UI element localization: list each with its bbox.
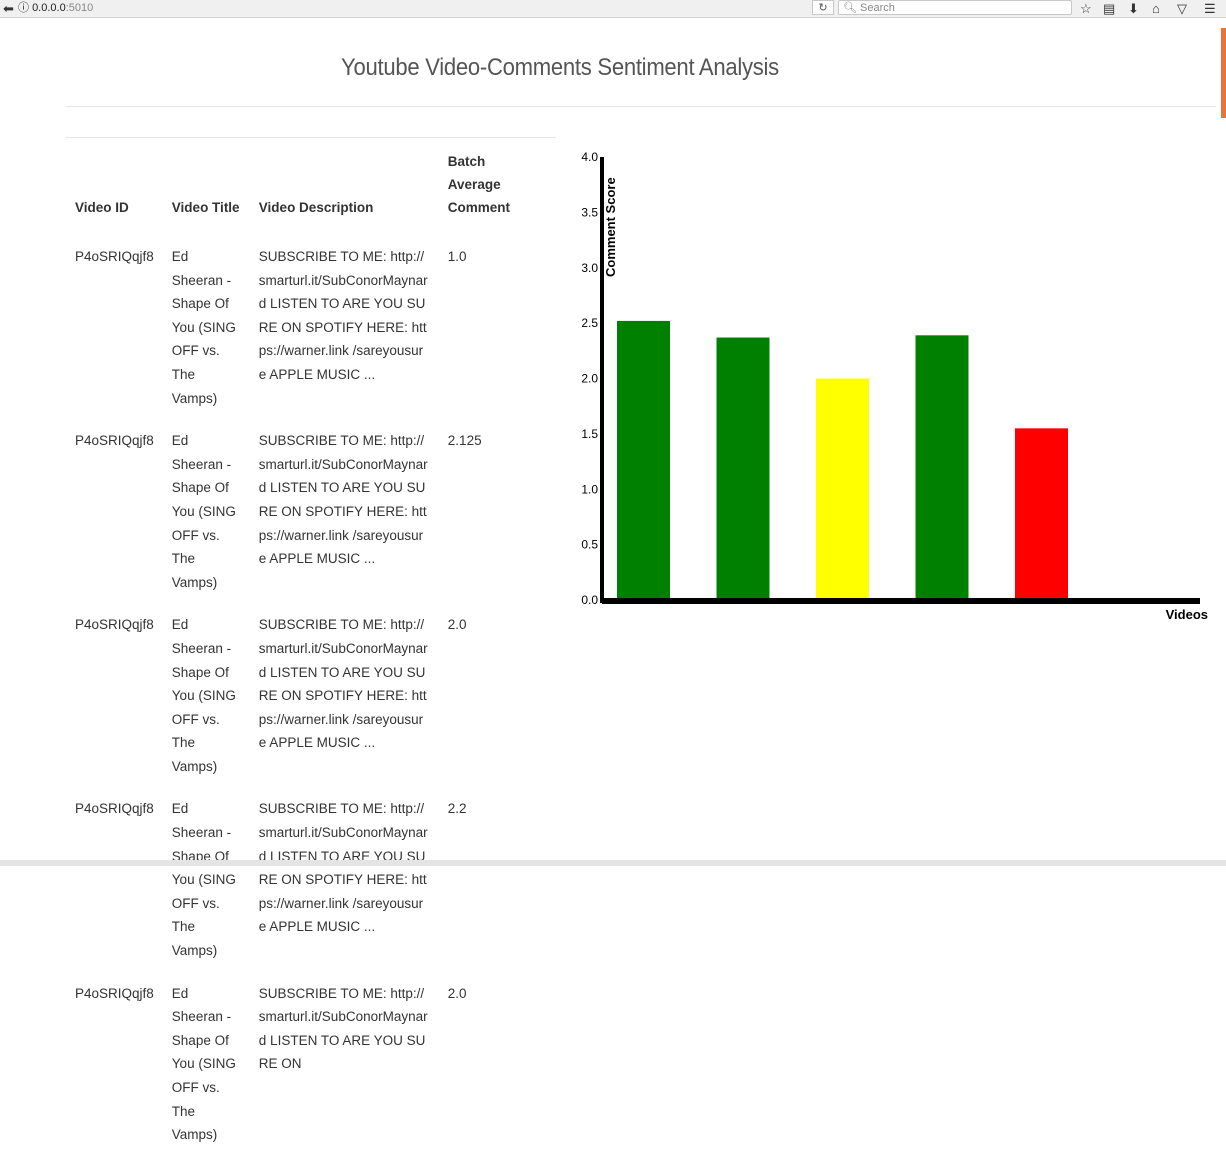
header-batch-average-comment: Batch Average Comment [447, 154, 511, 215]
cell-score: 2.0 [447, 985, 467, 1001]
scrollbar-thumb[interactable] [1221, 28, 1226, 118]
url-bar[interactable]: ⓘ 0.0.0.0:5010 [18, 0, 93, 16]
bookmark-star-icon[interactable]: ☆ [1080, 1, 1092, 16]
y-tick-label: 3.0 [581, 261, 598, 275]
cell-video-title: Ed Sheeran - Shape Of You (SING OFF vs. … [171, 617, 236, 774]
table-row: P4oSRIQqjf8 Ed Sheeran - Shape Of You (S… [66, 245, 547, 429]
table-row: P4oSRIQqjf8 Ed Sheeran - Shape Of You (S… [66, 797, 547, 981]
bar [816, 378, 869, 600]
y-axis-label: Comment Score [603, 177, 618, 277]
bar [1015, 428, 1068, 600]
cell-video-id: P4oSRIQqjf8 [75, 433, 154, 449]
y-tick-label: 2.0 [581, 372, 598, 386]
y-tick-label: 3.5 [581, 205, 598, 219]
bar [915, 335, 969, 600]
sentiment-bar-chart: 0.0 0.5 1.0 1.5 2.0 2.5 3.0 3.5 4.0 Comment Scor… [581, 150, 1208, 622]
cell-video-title: Ed Sheeran - Shape Of You (SING OFF vs. … [171, 249, 236, 406]
reading-list-icon[interactable]: ▤ [1103, 1, 1116, 16]
table-header-row: Video ID Video Title Video Description B… [66, 150, 547, 245]
home-icon[interactable]: ⌂ [1152, 1, 1160, 16]
bar [617, 320, 670, 600]
header-video-title: Video Title [171, 200, 240, 215]
cell-video-description: SUBSCRIBE TO ME: http://smarturl.it/SubC… [258, 801, 428, 935]
cell-video-id: P4oSRIQqjf8 [75, 985, 154, 1001]
header-video-description: Video Description [258, 200, 374, 215]
pocket-icon[interactable]: ▽ [1177, 1, 1187, 16]
y-tick-label: 0.0 [581, 593, 598, 607]
bar [716, 337, 770, 600]
download-icon[interactable]: ⬇ [1128, 1, 1139, 16]
cell-video-id: P4oSRIQqjf8 [75, 617, 154, 633]
y-tick-labels: 0.0 0.5 1.0 1.5 2.0 2.5 3.0 3.5 4.0 [581, 150, 598, 607]
y-tick-label: 1.0 [581, 482, 598, 496]
search-input[interactable]: 🔍︎ Search [838, 0, 1072, 15]
cell-video-description: SUBSCRIBE TO ME: http://smarturl.it/SubC… [258, 433, 428, 567]
url-port: :5010 [65, 2, 94, 14]
horizontal-scrollbar[interactable] [0, 860, 1226, 866]
y-tick-label: 1.5 [581, 427, 598, 441]
y-tick-label: 4.0 [581, 150, 598, 164]
videos-table: Video ID Video Title Video Description B… [66, 150, 547, 1166]
table-top-divider [66, 137, 556, 138]
cell-video-title: Ed Sheeran - Shape Of You (SING OFF vs. … [171, 985, 236, 1143]
info-icon[interactable]: ⓘ [18, 2, 29, 14]
cell-video-description: SUBSCRIBE TO ME: http://smarturl.it/SubC… [258, 617, 428, 751]
title-divider [66, 106, 1216, 107]
url-host: 0.0.0.0 [32, 2, 66, 14]
cell-score: 2.2 [447, 801, 467, 817]
cell-video-id: P4oSRIQqjf8 [75, 249, 154, 264]
reload-icon[interactable]: ↻ [812, 0, 834, 15]
table-row: P4oSRIQqjf8 Ed Sheeran - Shape Of You (S… [66, 613, 547, 797]
search-placeholder: Search [860, 2, 895, 14]
cell-video-description: SUBSCRIBE TO ME: http://smarturl.it/SubC… [258, 249, 428, 382]
header-video-id: Video ID [75, 200, 129, 215]
x-axis-label: Videos [1166, 607, 1208, 622]
page-title: Youtube Video-Comments Sentiment Analysi… [341, 54, 779, 81]
cell-video-title: Ed Sheeran - Shape Of You (SING OFF vs. … [171, 433, 236, 590]
menu-icon[interactable]: ☰ [1204, 1, 1216, 16]
cell-score: 2.0 [447, 617, 467, 633]
y-tick-label: 0.5 [581, 538, 598, 552]
browser-toolbar: ⬅ ⓘ 0.0.0.0:5010 ↻ 🔍︎ Search ☆ ▤ ⬇ ⌂ ▽ ☰ [0, 0, 1226, 18]
cell-video-title: Ed Sheeran - Shape Of You (SING OFF vs. … [171, 801, 236, 959]
y-tick-label: 2.5 [581, 316, 598, 330]
table-row: P4oSRIQqjf8 Ed Sheeran - Shape Of You (S… [66, 429, 547, 613]
cell-video-description: SUBSCRIBE TO ME: http://smarturl.it/SubC… [258, 985, 428, 1072]
cell-score: 1.0 [447, 249, 467, 264]
cell-score: 2.125 [447, 433, 482, 449]
cell-video-id: P4oSRIQqjf8 [75, 801, 154, 817]
back-arrow-icon[interactable]: ⬅ [3, 1, 14, 16]
bars-group [617, 320, 1068, 600]
table-row: P4oSRIQqjf8 Ed Sheeran - Shape Of You (S… [66, 982, 547, 1166]
